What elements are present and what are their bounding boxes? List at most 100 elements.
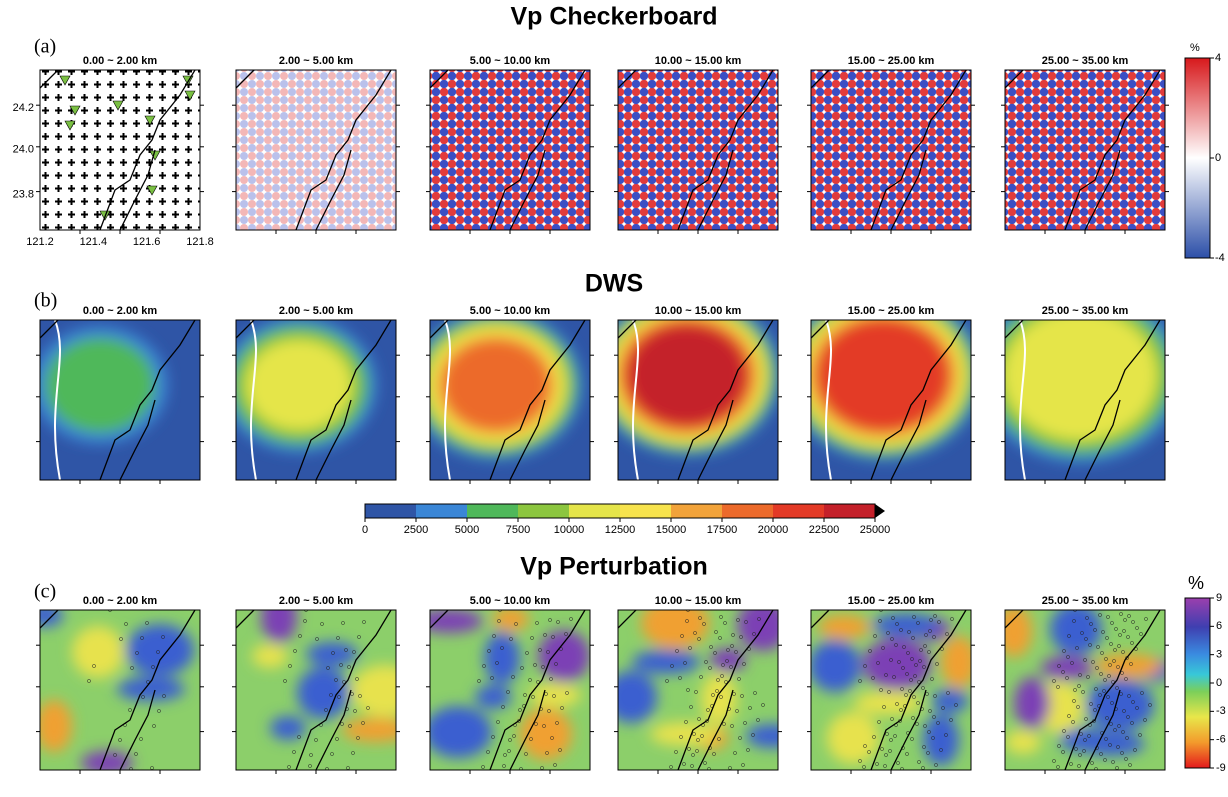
panel-title: 25.00 ~ 35.00 km [1042, 595, 1129, 607]
panel-title: 5.00 ~ 10.00 km [470, 55, 551, 67]
panel-title: 10.00 ~ 15.00 km [655, 595, 742, 607]
colorbar-tick-label: 4 [1215, 52, 1221, 64]
colorbar-segment [620, 504, 671, 518]
pert-blob [650, 722, 718, 746]
map-panel [605, 597, 798, 774]
map-panel [1001, 70, 1169, 234]
pert-blob [941, 636, 977, 688]
pert-blob [996, 605, 1032, 657]
colorbar-tick-label: -4 [1215, 252, 1225, 264]
pert-blob [737, 599, 789, 651]
panel-title: 5.00 ~ 10.00 km [470, 595, 551, 607]
panel-title: 0.00 ~ 2.00 km [83, 595, 158, 607]
pert-blob [72, 626, 124, 678]
y-tick-label: 24.0 [13, 144, 34, 156]
map-fill [236, 70, 396, 230]
map-fill [40, 70, 200, 230]
pert-blob [81, 751, 133, 775]
pert-blob [297, 667, 349, 719]
pert-blob [36, 700, 72, 752]
pert-blob [351, 665, 419, 717]
colorbar-tick-label: 5000 [455, 524, 479, 536]
colorbar-tick-label: -9 [1216, 762, 1226, 774]
row-label: (c) [34, 581, 56, 603]
map-panel [594, 294, 782, 484]
panel-title: 5.00 ~ 10.00 km [470, 305, 551, 317]
colorbar-segment [518, 504, 569, 518]
pert-blob [126, 624, 194, 676]
pert-blob [475, 685, 511, 709]
panel-title: 2.00 ~ 5.00 km [279, 55, 354, 67]
dws-blobs [221, 318, 376, 453]
colorbar-tick-label: 12500 [605, 524, 636, 536]
y-tick-label: 23.8 [13, 189, 34, 201]
map-fill [605, 597, 798, 771]
map-panel [232, 591, 419, 774]
row-title: Vp Checkerboard [510, 3, 717, 31]
dws-blob [630, 327, 744, 423]
pert-blob [932, 689, 968, 713]
pert-blob [827, 712, 879, 764]
colorbar [1185, 598, 1210, 768]
map-panel [33, 320, 205, 484]
dws-blob [443, 340, 549, 430]
x-tick-label: 121.4 [80, 236, 108, 248]
pert-blob [1050, 603, 1102, 655]
panel-title: 15.00 ~ 25.00 km [848, 55, 935, 67]
pert-blob [424, 706, 492, 758]
map-panel [807, 70, 975, 234]
pert-blob [632, 650, 700, 674]
pert-blob [809, 640, 861, 692]
colorbar-tick-label: 20000 [758, 524, 789, 536]
pert-blob [872, 613, 940, 637]
colorbar-tick-label: 10000 [554, 524, 585, 536]
map-panel [27, 603, 204, 775]
pert-blob [342, 718, 410, 742]
dws-blob [246, 340, 351, 430]
map-fill [784, 290, 982, 481]
dws-blob [45, 338, 155, 433]
map-fill [27, 603, 200, 775]
pert-blob [818, 615, 870, 639]
map-panel [807, 608, 977, 774]
panel-title: 15.00 ~ 25.00 km [848, 595, 935, 607]
colorbar-tick-label: 7500 [506, 524, 530, 536]
colorbar-segment [467, 504, 518, 518]
colorbar-unit: % [1190, 42, 1200, 54]
row-title: DWS [585, 270, 643, 298]
checkerboard [236, 70, 396, 230]
pert-blob [1014, 677, 1050, 729]
colorbar-tick-label: 2500 [404, 524, 428, 536]
row-title: Vp Perturbation [520, 553, 708, 581]
colorbar-unit: % [1188, 573, 1204, 593]
pert-blob [252, 644, 288, 668]
checkerboard [811, 70, 971, 230]
map-panel [996, 603, 1173, 774]
colorbar-tick-label: 25000 [860, 524, 891, 536]
x-tick-label: 121.8 [186, 236, 214, 248]
colorbar-segment [671, 504, 722, 518]
map-fill [430, 70, 590, 230]
checkerboard [40, 70, 200, 230]
checkerboard [430, 70, 590, 230]
colorbar-tick-label: -6 [1216, 734, 1226, 746]
colorbar-tick-label: 0 [362, 524, 368, 536]
panel-title: 0.00 ~ 2.00 km [83, 305, 158, 317]
colorbar-tick-label: 0 [1216, 677, 1222, 689]
map-fill [809, 608, 977, 770]
map-fill [33, 320, 201, 480]
x-tick-label: 121.2 [26, 236, 54, 248]
colorbar-segment [569, 504, 620, 518]
dws-blob [819, 321, 947, 429]
colorbar-tick-label: 22500 [809, 524, 840, 536]
map-panel [36, 70, 204, 234]
panel-title: 25.00 ~ 35.00 km [1042, 55, 1129, 67]
row-label: (a) [34, 36, 56, 58]
row-label: (b) [34, 290, 57, 312]
dws-blobs [594, 294, 781, 456]
map-panel [784, 290, 982, 485]
map-fill [594, 294, 781, 480]
map-fill [811, 70, 971, 230]
panel-title: 10.00 ~ 15.00 km [655, 305, 742, 317]
pert-blob [923, 714, 959, 766]
